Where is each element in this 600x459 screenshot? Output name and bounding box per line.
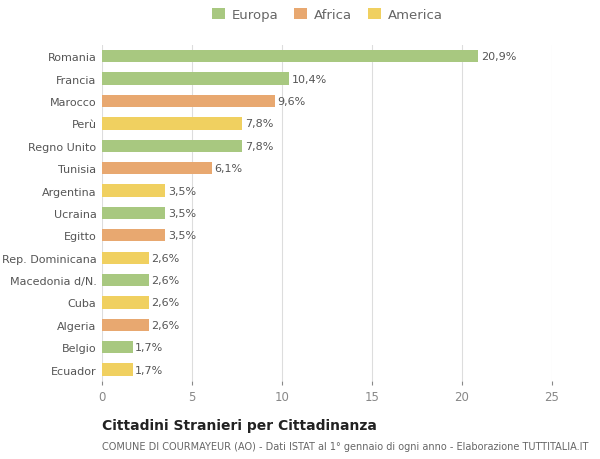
Text: 2,6%: 2,6% [151, 253, 180, 263]
Bar [102, 207, 165, 219]
Text: 1,7%: 1,7% [136, 342, 164, 353]
Text: 7,8%: 7,8% [245, 141, 274, 151]
Text: 20,9%: 20,9% [481, 52, 516, 62]
Bar [102, 118, 242, 130]
Bar [102, 73, 289, 85]
Text: 3,5%: 3,5% [168, 208, 196, 218]
Text: Cittadini Stranieri per Cittadinanza: Cittadini Stranieri per Cittadinanza [102, 418, 377, 431]
Bar [102, 51, 478, 63]
Bar [102, 341, 133, 353]
Text: 1,7%: 1,7% [136, 365, 164, 375]
Bar [102, 95, 275, 108]
Text: 2,6%: 2,6% [151, 275, 180, 285]
Bar [102, 185, 165, 197]
Text: 6,1%: 6,1% [215, 164, 242, 174]
Bar [102, 274, 149, 286]
Text: COMUNE DI COURMAYEUR (AO) - Dati ISTAT al 1° gennaio di ogni anno - Elaborazione: COMUNE DI COURMAYEUR (AO) - Dati ISTAT a… [102, 441, 589, 451]
Bar [102, 364, 133, 376]
Bar [102, 252, 149, 264]
Text: 7,8%: 7,8% [245, 119, 274, 129]
Bar [102, 319, 149, 331]
Text: 9,6%: 9,6% [277, 97, 306, 107]
Text: 2,6%: 2,6% [151, 298, 180, 308]
Text: 3,5%: 3,5% [168, 186, 196, 196]
Bar [102, 162, 212, 175]
Legend: Europa, Africa, America: Europa, Africa, America [212, 9, 442, 22]
Text: 3,5%: 3,5% [168, 231, 196, 241]
Text: 10,4%: 10,4% [292, 74, 327, 84]
Bar [102, 230, 165, 242]
Bar [102, 297, 149, 309]
Text: 2,6%: 2,6% [151, 320, 180, 330]
Bar [102, 140, 242, 152]
